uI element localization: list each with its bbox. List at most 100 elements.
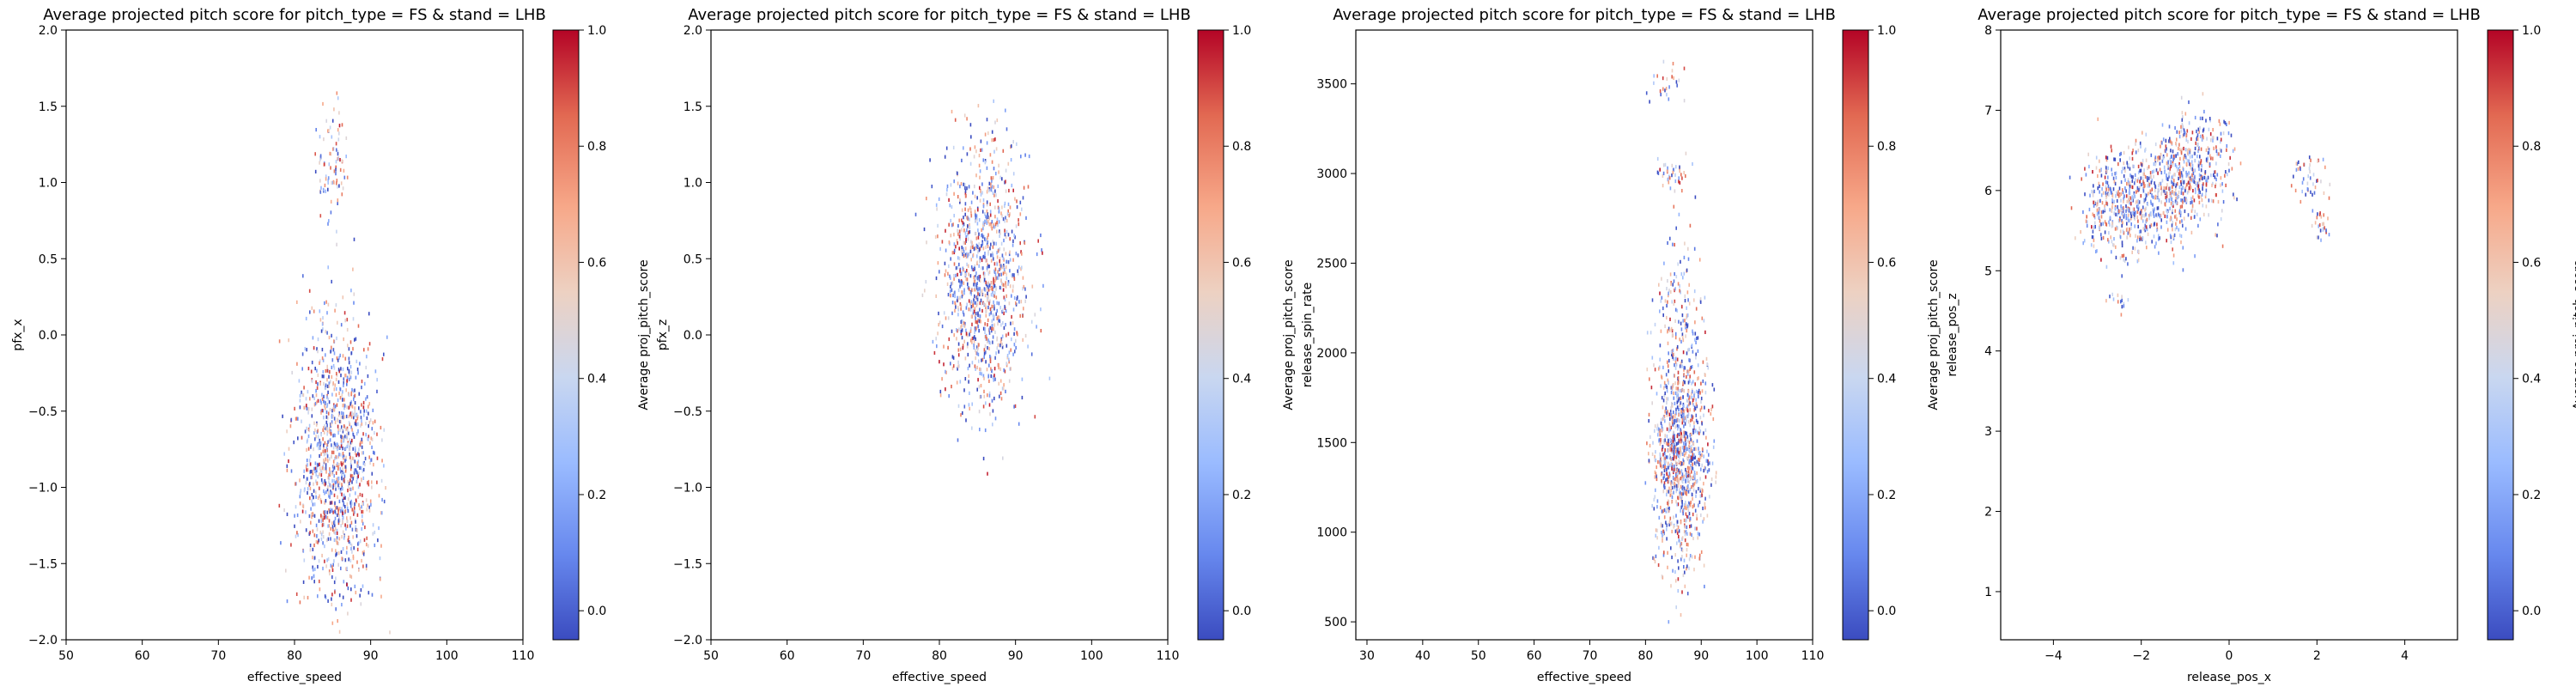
heatmap-cell <box>986 265 988 271</box>
heatmap-cell <box>2146 193 2148 198</box>
heatmap-cell <box>2170 197 2172 201</box>
heatmap-cell <box>1673 464 1675 469</box>
x-tick-label: 110 <box>512 649 535 663</box>
heatmap-cell <box>962 221 964 225</box>
heatmap-cell <box>330 508 331 512</box>
heatmap-cell <box>2138 187 2140 192</box>
heatmap-cell <box>991 324 993 328</box>
heatmap-cell <box>975 303 978 307</box>
heatmap-cell <box>2183 157 2184 161</box>
heatmap-cell <box>995 241 997 246</box>
heatmap-cell <box>309 462 312 466</box>
heatmap-cell <box>994 189 996 193</box>
heatmap-cell <box>325 499 327 503</box>
heatmap-cell <box>2128 209 2130 213</box>
heatmap-cell <box>960 249 963 253</box>
heatmap-cell <box>1665 509 1668 514</box>
heatmap-cell <box>2123 167 2126 171</box>
heatmap-cell <box>2185 134 2187 138</box>
heatmap-cell <box>993 294 995 298</box>
heatmap-cell <box>997 249 999 253</box>
heatmap-cell <box>386 335 388 339</box>
heatmap-cell <box>999 319 1001 323</box>
heatmap-cell <box>968 287 970 291</box>
heatmap-cell <box>1678 529 1680 533</box>
heatmap-cell <box>2093 200 2094 204</box>
heatmap-cell <box>1670 350 1673 355</box>
heatmap-cell <box>1666 93 1668 97</box>
heatmap-cell <box>290 469 293 473</box>
heatmap-cell <box>1683 171 1685 175</box>
heatmap-cell <box>326 331 328 335</box>
heatmap-cell <box>990 176 993 180</box>
heatmap-cell <box>1684 525 1686 529</box>
heatmap-cell <box>1001 205 1003 210</box>
heatmap-cell <box>986 268 988 272</box>
heatmap-cell <box>1014 235 1016 240</box>
heatmap-cell <box>1691 449 1693 453</box>
heatmap-cell <box>1677 386 1679 391</box>
heatmap-cell <box>1680 396 1682 400</box>
heatmap-cell <box>359 442 361 447</box>
heatmap-cell <box>349 487 351 491</box>
heatmap-cell <box>2104 207 2105 211</box>
heatmap-cell <box>328 381 331 386</box>
heatmap-cell <box>371 485 373 489</box>
heatmap-cell <box>325 368 327 374</box>
heatmap-cell <box>946 184 949 188</box>
heatmap-cell <box>319 462 320 466</box>
heatmap-cell <box>341 603 343 607</box>
heatmap-cell <box>2129 201 2130 205</box>
heatmap-cell <box>1666 489 1668 494</box>
heatmap-cell <box>337 619 338 623</box>
heatmap-cell <box>2131 151 2134 155</box>
heatmap-cell <box>343 438 345 442</box>
heatmap-cell <box>337 447 338 452</box>
heatmap-cell <box>1698 500 1701 504</box>
heatmap-cell <box>1670 289 1672 295</box>
heatmap-cell <box>1666 389 1668 393</box>
heatmap-cell <box>970 208 972 212</box>
heatmap-cell <box>374 451 375 455</box>
heatmap-cell <box>361 509 364 514</box>
heatmap-cell <box>323 416 325 420</box>
heatmap-cell <box>1668 328 1671 332</box>
heatmap-cell <box>939 393 942 398</box>
heatmap-cell <box>991 130 993 134</box>
heatmap-cell <box>2120 313 2123 317</box>
heatmap-cell <box>1686 486 1688 490</box>
heatmap-cell <box>969 332 970 337</box>
heatmap-cell <box>1676 475 1679 479</box>
y-axis-label: release_pos_z <box>1946 293 1959 376</box>
heatmap-cell <box>356 416 359 421</box>
heatmap-cell <box>341 474 343 478</box>
heatmap-cell <box>1021 377 1024 381</box>
heatmap-cell <box>2125 257 2127 261</box>
heatmap-cell <box>1659 89 1662 94</box>
heatmap-cell <box>962 224 964 228</box>
heatmap-cell <box>2092 170 2093 174</box>
heatmap-cell <box>991 308 993 313</box>
heatmap-cell <box>967 352 969 357</box>
heatmap-cell <box>1685 512 1687 516</box>
heatmap-cell <box>2092 235 2094 240</box>
heatmap-cell <box>2100 215 2103 219</box>
heatmap-cell <box>301 390 302 394</box>
heatmap-cell <box>1663 550 1665 555</box>
heatmap-cell <box>2172 261 2175 265</box>
heatmap-cell <box>348 392 350 398</box>
heatmap-cell <box>316 465 319 469</box>
heatmap-cell <box>380 577 381 581</box>
heatmap-cell <box>2183 180 2184 185</box>
colorbar-gradient <box>552 29 580 641</box>
heatmap-cell <box>1666 468 1668 472</box>
heatmap-cell <box>938 197 940 201</box>
heatmap-cell <box>1675 80 1678 84</box>
heatmap-cell <box>343 175 346 179</box>
heatmap-cell <box>304 347 307 351</box>
heatmap-cell <box>2168 125 2171 129</box>
heatmap-cell <box>1668 359 1670 363</box>
heatmap-cell <box>1692 331 1694 336</box>
heatmap-cell <box>991 220 993 224</box>
heatmap-cell <box>337 431 339 435</box>
